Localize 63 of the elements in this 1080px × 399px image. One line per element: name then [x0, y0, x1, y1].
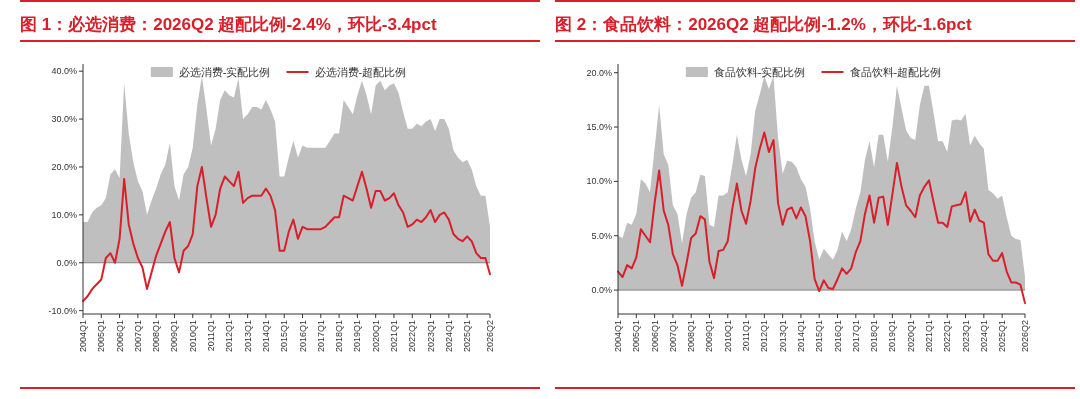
x-tick-label: 2025Q1: [997, 320, 1008, 353]
x-tick-label: 2010Q1: [722, 320, 733, 353]
x-tick-label: 2006Q1: [114, 320, 125, 353]
x-tick-label: 2014Q1: [795, 320, 806, 353]
y-tick-label: 40.0%: [51, 66, 77, 77]
y-tick-label: 5.0%: [591, 230, 612, 241]
x-tick-label: 2009Q1: [704, 320, 715, 353]
legend-label: 食品饮料-实配比例: [713, 66, 806, 78]
x-tick-label: 2004Q1: [613, 320, 623, 353]
x-tick-label: 2019Q1: [887, 320, 898, 353]
x-tick-label: 2010Q1: [187, 320, 198, 353]
legend-label: 必选消费-实配比例: [178, 66, 271, 78]
x-tick-label: 2017Q1: [850, 320, 861, 353]
x-tick-label: 2013Q1: [777, 320, 788, 353]
x-tick-label: 2021Q1: [388, 320, 399, 353]
x-tick-label: 2009Q1: [169, 320, 180, 353]
x-tick-label: 2020Q1: [905, 320, 916, 353]
chart-title: 图 1：必选消费：2026Q2 超配比例-2.4%，环比-3.4pct: [20, 10, 540, 42]
y-tick-label: 20.0%: [51, 161, 77, 172]
x-tick-label: 2016Q1: [832, 320, 843, 353]
x-tick-label: 2008Q1: [686, 320, 697, 353]
x-tick-label: 2006Q1: [649, 320, 660, 353]
x-tick-label: 2014Q1: [260, 320, 271, 353]
x-tick-label: 2022Q1: [942, 320, 953, 353]
y-tick-label: 15.0%: [586, 122, 612, 133]
x-tick-label: 2024Q1: [443, 320, 454, 353]
x-tick-label: 2018Q1: [869, 320, 880, 353]
x-tick-label: 2013Q1: [242, 320, 253, 353]
x-tick-label: 2026Q2: [1020, 320, 1030, 353]
y-tick-label: 0.0%: [56, 257, 77, 268]
x-tick-label: 2017Q1: [315, 320, 326, 353]
x-tick-label: 2011Q1: [206, 320, 217, 352]
y-tick-label: -10.0%: [48, 305, 77, 316]
legend-label: 食品饮料-超配比例: [849, 66, 942, 78]
x-tick-label: 2023Q1: [960, 320, 971, 353]
chart-title: 图 2：食品饮料：2026Q2 超配比例-1.2%，环比-1.6pct: [555, 10, 1075, 42]
x-tick-label: 2015Q1: [814, 320, 825, 353]
y-tick-label: 30.0%: [51, 114, 77, 125]
x-tick-label: 2011Q1: [741, 320, 752, 352]
x-tick-label: 2016Q1: [297, 320, 308, 353]
x-tick-label: 2022Q1: [407, 320, 418, 353]
x-tick-label: 2024Q1: [978, 320, 989, 353]
x-tick-label: 2012Q1: [224, 320, 235, 353]
x-tick-label: 2025Q1: [462, 320, 473, 353]
x-tick-label: 2004Q1: [78, 320, 88, 353]
x-tick-label: 2026Q2: [485, 320, 495, 353]
y-tick-label: 10.0%: [51, 209, 77, 220]
y-tick-label: 20.0%: [586, 67, 612, 78]
x-tick-label: 2007Q1: [132, 320, 143, 353]
x-tick-label: 2008Q1: [151, 320, 162, 353]
x-tick-label: 2019Q1: [352, 320, 363, 353]
y-tick-label: 10.0%: [586, 176, 612, 187]
x-tick-label: 2020Q1: [370, 320, 381, 353]
x-tick-label: 2007Q1: [667, 320, 678, 353]
y-tick-label: 0.0%: [591, 285, 612, 296]
x-tick-label: 2023Q1: [425, 320, 436, 353]
x-tick-label: 2012Q1: [759, 320, 770, 353]
x-tick-label: 2018Q1: [334, 320, 345, 353]
legend-label: 必选消费-超配比例: [314, 66, 407, 78]
x-tick-label: 2005Q1: [96, 320, 107, 353]
x-tick-label: 2015Q1: [279, 320, 290, 353]
x-tick-label: 2021Q1: [923, 320, 934, 353]
x-tick-label: 2005Q1: [631, 320, 642, 353]
